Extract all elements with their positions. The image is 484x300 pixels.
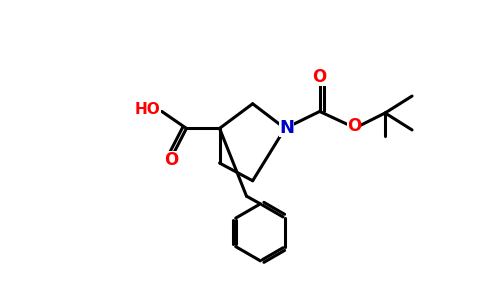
Text: O: O <box>347 117 362 135</box>
Text: HO: HO <box>135 102 161 117</box>
Text: O: O <box>313 68 327 86</box>
Text: O: O <box>164 151 178 169</box>
Text: N: N <box>279 119 294 137</box>
